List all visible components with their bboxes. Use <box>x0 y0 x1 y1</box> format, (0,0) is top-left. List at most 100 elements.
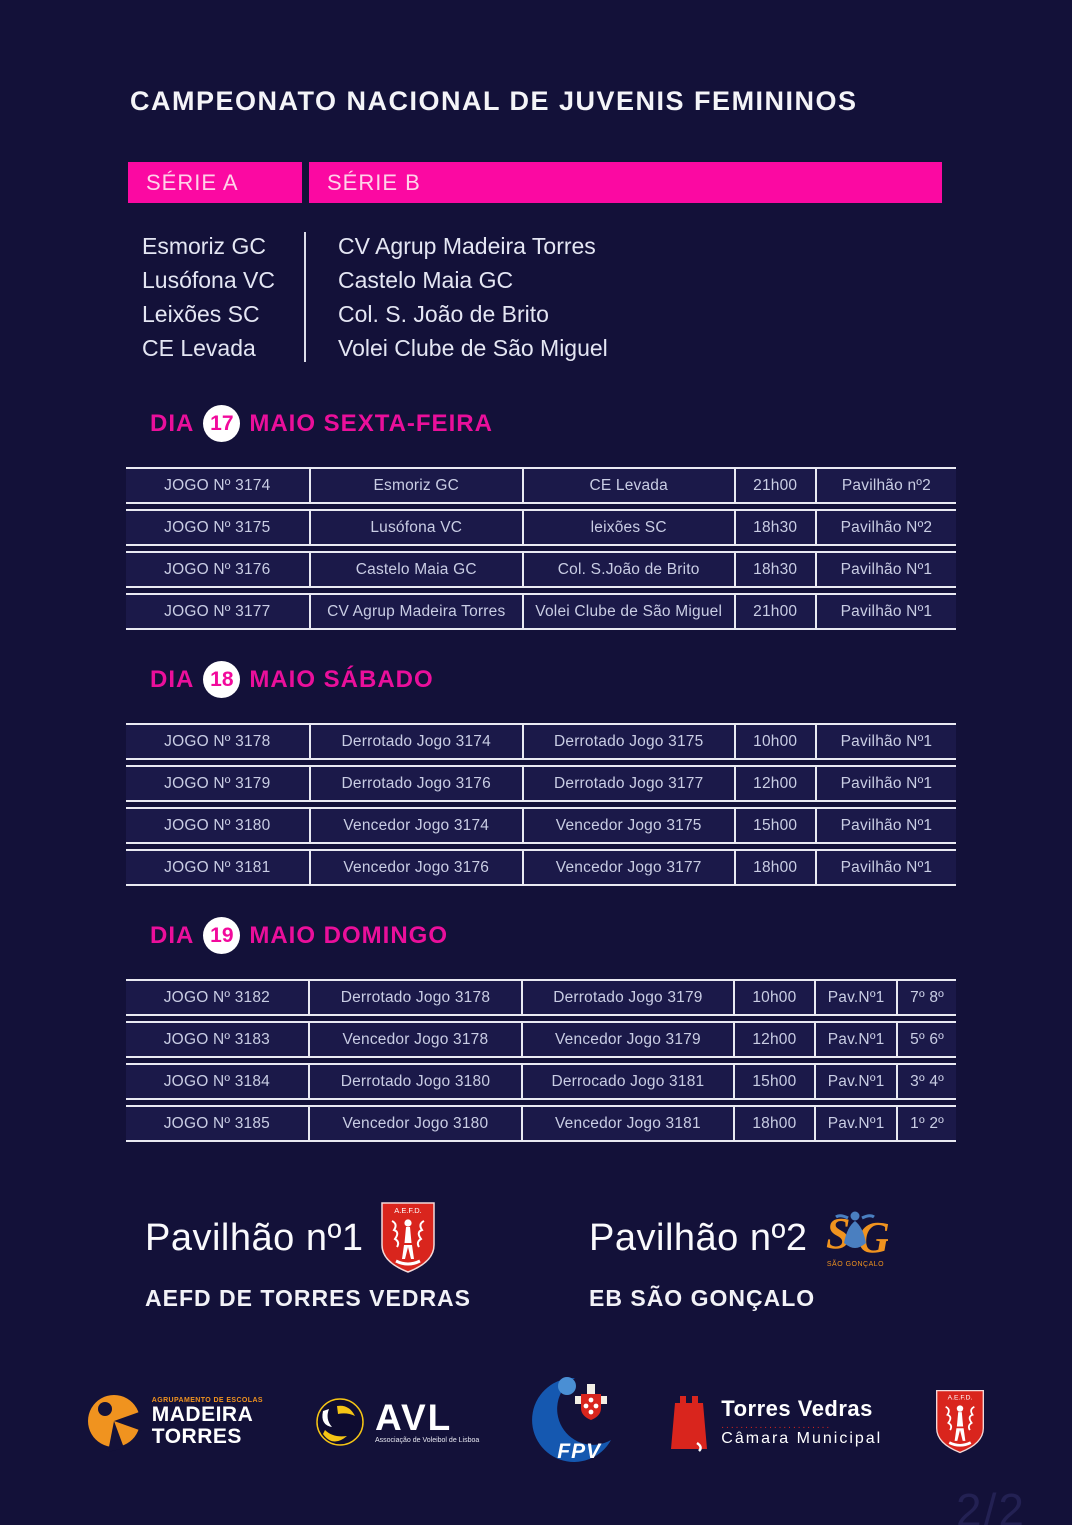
sponsor-madeira-torres: AGRUPAMENTO DE ESCOLAS MADEIRA TORRES <box>86 1392 263 1452</box>
game-game: JOGO Nº 3183 <box>126 1021 308 1058</box>
sao-goncalo-caption: SÃO GONÇALO <box>826 1261 885 1268</box>
game-home: Esmoriz GC <box>308 467 522 504</box>
game-venue: Pav.Nº1 <box>814 1063 897 1100</box>
game-home: CV Agrup Madeira Torres <box>308 593 522 630</box>
team-name: Esmoriz GC <box>142 233 266 259</box>
game-position: 7º 8º <box>896 979 956 1016</box>
game-game: JOGO Nº 3182 <box>126 979 308 1016</box>
madeira-torres-text: AGRUPAMENTO DE ESCOLAS MADEIRA TORRES <box>152 1397 263 1448</box>
game-row: JOGO Nº 3177 CV Agrup Madeira Torres Volei… <box>126 593 956 630</box>
team-name: Leixões SC <box>142 301 260 327</box>
game-game: JOGO Nº 3185 <box>126 1105 308 1142</box>
day-header-17: DIA 17 MAIO SEXTA-FEIRA <box>150 405 1072 442</box>
game-row: JOGO Nº 3179 Derrotado Jogo 3176 Derrotado… <box>126 765 956 802</box>
madeira-torres-line3: TORRES <box>151 1424 242 1448</box>
game-venue: Pavilhão Nº1 <box>814 593 956 630</box>
serie-a-header: SÉRIE A <box>128 162 302 203</box>
game-row: JOGO Nº 3175 Lusófona VC leixões SC 18h30 Pa… <box>126 509 956 546</box>
game-venue: Pavilhão Nº1 <box>814 723 956 760</box>
game-home: Vencedor Jogo 3180 <box>307 1105 522 1142</box>
team-name: Volei Clube de São Miguel <box>338 335 608 361</box>
day-prefix: DIA <box>150 409 195 437</box>
svg-text:A.E.F.D.: A.E.F.D. <box>395 1206 423 1215</box>
game-away: Derrotado Jogo 3179 <box>521 979 733 1016</box>
game-home: Castelo Maia GC <box>308 551 522 588</box>
game-row: JOGO Nº 3183 Vencedor Jogo 3178 Vencedor J… <box>126 1021 956 1058</box>
game-row: JOGO Nº 3176 Castelo Maia GC Col. S.João d… <box>126 551 956 588</box>
game-away: Derrotado Jogo 3175 <box>521 723 734 760</box>
game-row: JOGO Nº 3174 Esmoriz GC CE Levada 21h00 Pavi… <box>126 467 956 504</box>
game-row: JOGO Nº 3180 Vencedor Jogo 3174 Vencedor J… <box>126 807 956 844</box>
day-suffix: MAIO SÁBADO <box>249 665 434 693</box>
game-game: JOGO Nº 3177 <box>126 593 309 630</box>
day-prefix: DIA <box>150 921 195 949</box>
game-row: JOGO Nº 3184 Derrotado Jogo 3180 Derrocado… <box>126 1063 956 1100</box>
game-home: Lusófona VC <box>308 509 522 546</box>
series-teams: Esmoriz GC Lusófona VC Leixões SC CE Levada… <box>128 229 1072 365</box>
game-position: 1º 2º <box>896 1105 956 1142</box>
game-row: JOGO Nº 3181 Vencedor Jogo 3176 Vencedor J… <box>126 849 956 886</box>
game-time: 10h00 <box>732 979 815 1016</box>
sponsor-fpv: FPV <box>531 1376 615 1468</box>
game-home: Derrotado Jogo 3174 <box>308 723 522 760</box>
game-venue: Pavilhão nº2 <box>814 467 956 504</box>
game-row: JOGO Nº 3182 Derrotado Jogo 3178 Derrotado… <box>126 979 956 1016</box>
madeira-torres-line1: AGRUPAMENTO DE ESCOLAS <box>151 1396 263 1404</box>
fpv-abbr: FPV <box>557 1440 602 1463</box>
serie-a-team-list: Esmoriz GC Lusófona VC Leixões SC CE Levada <box>128 229 304 365</box>
torres-vedras-dots: ....................... <box>721 1420 832 1431</box>
aefd-crest-icon: A.E.F.D. <box>381 1202 436 1273</box>
game-time: 12h00 <box>733 765 815 802</box>
game-position: 5º 6º <box>896 1021 956 1058</box>
game-home: Derrotado Jogo 3176 <box>308 765 522 802</box>
game-time: 21h00 <box>733 593 815 630</box>
madeira-torres-icon <box>87 1395 142 1452</box>
venue-1-name: AEFD DE TORRES VEDRAS <box>145 1285 472 1311</box>
serie-b-team-list: CV Agrup Madeira Torres Castelo Maia GC Co… <box>306 229 608 365</box>
game-home: Vencedor Jogo 3178 <box>307 1021 522 1058</box>
team-name: CE Levada <box>142 335 256 361</box>
game-venue: Pav.Nº1 <box>814 1021 897 1058</box>
day-header-18: DIA 18 MAIO SÁBADO <box>150 661 1072 698</box>
game-game: JOGO Nº 3184 <box>126 1063 308 1100</box>
day-number-badge: 17 <box>203 405 241 442</box>
sao-goncalo-logo: S G SÃO GONÇALO <box>824 1208 888 1268</box>
day-suffix: MAIO DOMINGO <box>249 921 448 949</box>
torres-vedras-text: Torres Vedras ....................... Câ… <box>721 1396 882 1448</box>
venue-pavilhao-2: Pavilhão nº2 S G SÃO GONÇALO EB SÃO GONÇ… <box>589 1199 887 1312</box>
sao-goncalo-icon: S G <box>826 1209 888 1260</box>
game-home: Vencedor Jogo 3176 <box>308 849 522 886</box>
avl-ball-icon <box>316 1398 364 1446</box>
avl-abbr: AVL <box>374 1396 453 1438</box>
teams-divider <box>304 232 306 362</box>
serie-b-header: SÉRIE B <box>309 162 942 203</box>
game-game: JOGO Nº 3180 <box>126 807 309 844</box>
venue-1-title: Pavilhão nº1 <box>145 1216 364 1259</box>
game-game: JOGO Nº 3178 <box>126 723 309 760</box>
game-time: 12h00 <box>732 1021 815 1058</box>
game-venue: Pavilhão Nº1 <box>814 849 956 886</box>
avl-text: AVL Associação de Voleibol de Lisboa <box>374 1396 480 1444</box>
game-time: 18h30 <box>733 551 815 588</box>
game-game: JOGO Nº 3179 <box>126 765 309 802</box>
avl-subtitle: Associação de Voleibol de Lisboa <box>374 1436 480 1444</box>
game-away: Derrocado Jogo 3181 <box>521 1063 733 1100</box>
venue-2-name: EB SÃO GONÇALO <box>589 1285 816 1311</box>
madeira-torres-line2: MADEIRA <box>151 1402 254 1426</box>
game-venue: Pav.Nº1 <box>814 1105 897 1142</box>
team-name: Col. S. João de Brito <box>338 301 549 327</box>
game-row: JOGO Nº 3185 Vencedor Jogo 3180 Vencedor J… <box>126 1105 956 1142</box>
game-away: Vencedor Jogo 3177 <box>521 849 734 886</box>
game-row: JOGO Nº 3178 Derrotado Jogo 3174 Derrotado… <box>126 723 956 760</box>
day-number-badge: 19 <box>203 917 241 954</box>
sponsor-torres-vedras: Torres Vedras ....................... Câ… <box>667 1391 882 1453</box>
page-indicator: 2/2 <box>956 1484 1026 1525</box>
game-time: 18h00 <box>733 849 815 886</box>
game-home: Derrotado Jogo 3178 <box>307 979 522 1016</box>
sponsors-row: AGRUPAMENTO DE ESCOLAS MADEIRA TORRES AV… <box>0 1376 1072 1468</box>
game-away: CE Levada <box>521 467 734 504</box>
game-game: JOGO Nº 3175 <box>126 509 309 546</box>
game-away: Derrotado Jogo 3177 <box>521 765 734 802</box>
game-venue: Pavilhão Nº1 <box>814 765 956 802</box>
game-game: JOGO Nº 3181 <box>126 849 309 886</box>
